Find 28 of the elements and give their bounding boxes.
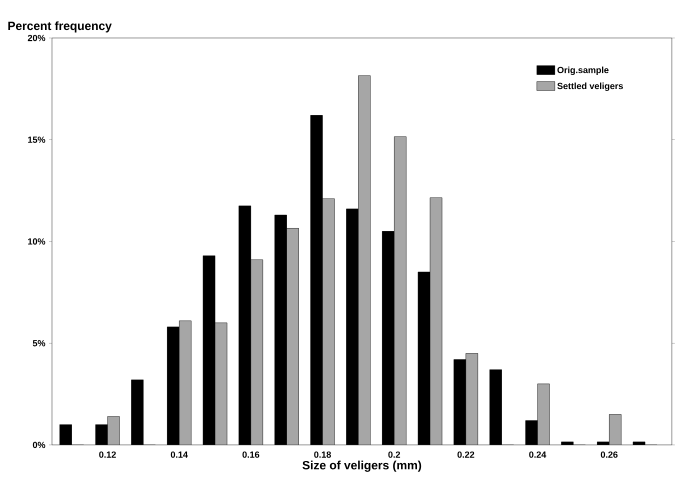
x-tick-label: 0.26 — [600, 451, 618, 458]
x-tick-label: 0.24 — [529, 451, 546, 458]
y-tick-label: 10% — [28, 238, 46, 245]
legend-label: Orig.sample — [557, 66, 609, 76]
y-tick-label: 20% — [28, 34, 46, 42]
y-tick-label: 15% — [28, 136, 46, 143]
bar — [537, 384, 550, 445]
bar — [430, 198, 442, 445]
x-axis-title: Size of veligers (mm) — [302, 460, 422, 472]
bar — [466, 353, 478, 445]
x-tick-label: 0.12 — [99, 451, 116, 458]
x-tick-label: 0.22 — [458, 451, 474, 458]
bar — [608, 414, 622, 445]
x-tick-label: 0.16 — [242, 451, 260, 458]
x-tick-label: 0.14 — [170, 451, 188, 458]
bar — [322, 198, 335, 445]
bar — [358, 75, 371, 445]
bar — [250, 260, 264, 445]
bar — [179, 320, 192, 445]
x-tick-label: 0.18 — [314, 451, 331, 458]
y-tick-label: 0% — [32, 442, 46, 448]
bar — [286, 228, 299, 445]
x-tick-label: 0.2 — [388, 451, 400, 458]
bar — [215, 322, 228, 445]
y-axis-title: Percent frequency — [8, 21, 112, 33]
bar — [394, 136, 406, 445]
y-tick-label: 5% — [32, 340, 46, 346]
legend-label: Settled veligers — [557, 82, 623, 91]
